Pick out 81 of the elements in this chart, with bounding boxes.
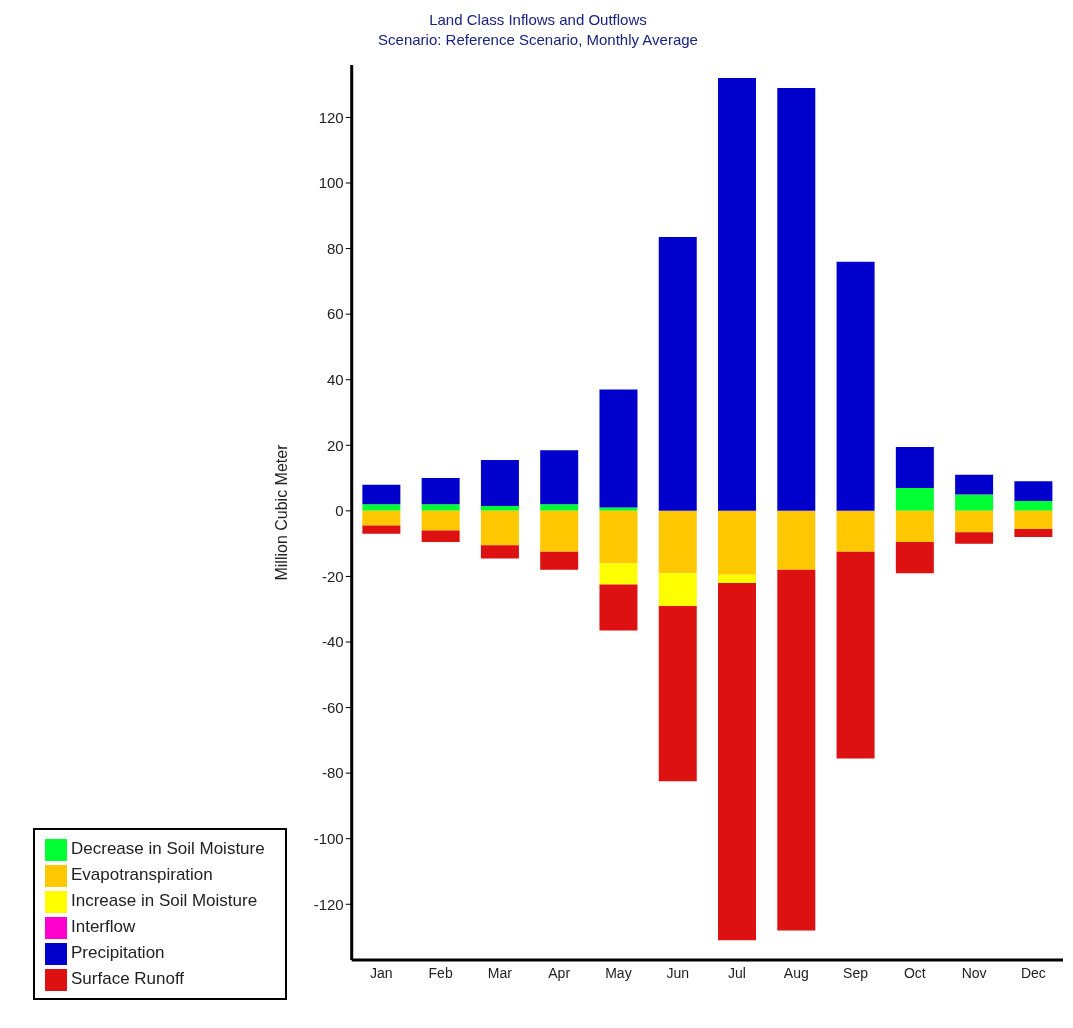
bar bbox=[1014, 481, 1053, 502]
bar bbox=[658, 510, 697, 574]
bar bbox=[1014, 510, 1053, 529]
bar bbox=[718, 78, 757, 511]
bar bbox=[718, 574, 757, 583]
bar bbox=[955, 510, 994, 533]
bar bbox=[540, 551, 579, 570]
bar bbox=[362, 510, 401, 526]
bar bbox=[658, 237, 697, 511]
legend-label: Evapotranspiration bbox=[71, 865, 213, 884]
y-axis-title: Million Cubic Meter bbox=[273, 443, 291, 581]
y-tick-label: 120 bbox=[318, 108, 344, 126]
bar bbox=[362, 525, 401, 534]
bar bbox=[421, 510, 460, 531]
bar bbox=[540, 450, 579, 505]
bar bbox=[955, 494, 994, 511]
y-tick-label: -100 bbox=[313, 830, 344, 848]
y-tick-label: 40 bbox=[327, 371, 344, 389]
y-tick-label: 100 bbox=[318, 174, 344, 192]
bar bbox=[480, 460, 519, 506]
bar bbox=[777, 87, 816, 511]
x-tick-label: Mar bbox=[487, 964, 513, 981]
bar bbox=[895, 542, 934, 574]
legend-label: Surface Runoff bbox=[71, 969, 185, 988]
bar bbox=[480, 545, 519, 559]
bar bbox=[421, 504, 460, 511]
x-tick-label: Jul bbox=[728, 964, 746, 981]
bar bbox=[540, 504, 579, 511]
bar bbox=[955, 474, 994, 495]
bar bbox=[777, 510, 816, 570]
chart-subtitle: Scenario: Reference Scenario, Monthly Average bbox=[377, 30, 699, 50]
bar bbox=[895, 510, 934, 543]
bar bbox=[362, 504, 401, 511]
bar bbox=[836, 510, 875, 552]
bar bbox=[599, 584, 638, 631]
bar bbox=[836, 551, 875, 759]
x-tick-label: Dec bbox=[1020, 964, 1046, 981]
y-tick-label: -40 bbox=[322, 633, 344, 651]
bar bbox=[480, 510, 519, 546]
y-tick-label: 80 bbox=[327, 239, 344, 257]
x-tick-label: Nov bbox=[961, 964, 987, 981]
legend-label: Precipitation bbox=[71, 943, 165, 962]
x-tick-label: Aug bbox=[783, 964, 809, 981]
bar bbox=[599, 389, 638, 508]
legend-label: Decrease in Soil Moisture bbox=[71, 839, 265, 858]
x-tick-label: May bbox=[605, 964, 632, 981]
bar bbox=[836, 261, 875, 511]
bar bbox=[658, 573, 697, 606]
bar bbox=[540, 510, 579, 552]
bar bbox=[480, 505, 519, 511]
bar bbox=[955, 532, 994, 544]
y-tick-label: -20 bbox=[322, 567, 344, 585]
y-tick-label: 20 bbox=[327, 436, 344, 454]
y-tick-label: -120 bbox=[313, 895, 344, 913]
bar bbox=[362, 484, 401, 505]
bar bbox=[1014, 501, 1053, 511]
bar bbox=[895, 487, 934, 511]
bar bbox=[1014, 528, 1053, 538]
bar bbox=[718, 582, 757, 941]
x-tick-label: Apr bbox=[548, 964, 571, 981]
chart-title: Land Class Inflows and Outflows bbox=[428, 10, 648, 30]
bar bbox=[599, 510, 638, 564]
y-tick-label: -60 bbox=[322, 698, 344, 716]
bar bbox=[599, 563, 638, 585]
bar bbox=[421, 530, 460, 543]
x-tick-label: Feb bbox=[428, 964, 453, 981]
y-tick-label: 0 bbox=[335, 502, 344, 520]
bar bbox=[895, 446, 934, 488]
bar bbox=[777, 569, 816, 931]
x-tick-label: Jun bbox=[666, 964, 689, 981]
x-tick-label: Sep bbox=[843, 964, 869, 981]
bar bbox=[658, 605, 697, 782]
y-tick-label: -80 bbox=[322, 764, 344, 782]
bar bbox=[718, 510, 757, 575]
bar bbox=[599, 507, 638, 511]
legend-label: Increase in Soil Moisture bbox=[71, 891, 258, 910]
y-tick-label: 60 bbox=[327, 305, 344, 323]
bar bbox=[421, 478, 460, 505]
x-tick-label: Jan bbox=[370, 964, 393, 981]
legend-label: Interflow bbox=[71, 917, 136, 936]
x-tick-label: Oct bbox=[903, 964, 926, 981]
